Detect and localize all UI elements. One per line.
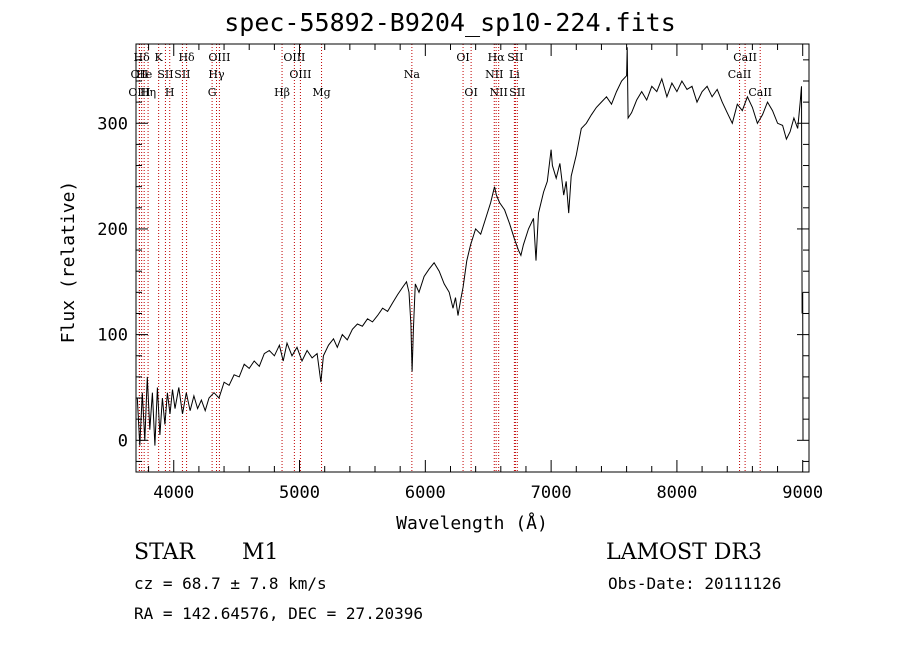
line-label-7: H	[165, 86, 175, 99]
line-label-24: Li	[509, 68, 520, 81]
line-label-14: OIII	[283, 51, 305, 64]
line-label-8: Hδ	[178, 51, 195, 64]
line-label-23: SII	[507, 51, 523, 64]
y-tick-label-0: 0	[118, 431, 128, 451]
axes: 4000 5000 6000 7000 8000 9000 0 100 200 300	[97, 44, 823, 503]
y-tick-label-1: 100	[97, 326, 128, 346]
line-label-28: CaII	[748, 86, 772, 99]
y-tick-label-2: 200	[97, 220, 128, 240]
line-label-3: He	[136, 68, 152, 81]
observation-date: Obs-Date: 20111126	[608, 574, 782, 593]
line-label-0: Hδ	[134, 51, 151, 64]
ra-dec: RA = 142.64576, DEC = 27.20396	[134, 604, 423, 623]
line-label-10: OIII	[208, 51, 230, 64]
survey-name: LAMOST DR3	[606, 540, 762, 565]
line-label-2: OIII	[128, 86, 150, 99]
x-tick-label-0: 4000	[153, 483, 194, 503]
line-label-1: OII	[131, 68, 149, 81]
x-tick-label-5: 9000	[782, 483, 823, 503]
line-label-16: Mg	[312, 86, 330, 99]
object-class: STAR	[134, 540, 195, 565]
object-subclass: M1	[242, 540, 279, 565]
x-tick-label-4: 8000	[656, 483, 697, 503]
line-label-12: G	[208, 86, 217, 99]
x-tick-label-2: 6000	[405, 483, 446, 503]
line-label-27: CaII	[728, 68, 752, 81]
plot-frame	[135, 43, 810, 473]
y-axis-label: Flux (relative)	[58, 181, 79, 344]
line-label-13: Hβ	[274, 86, 290, 99]
line-label-17: Na	[404, 68, 421, 81]
line-label-4: Hη	[140, 86, 156, 99]
line-label-20: Hα	[488, 51, 506, 64]
x-axis-label: Wavelength (Å)	[396, 512, 548, 534]
chart-title: spec-55892-B9204_sp10-224.fits	[224, 8, 676, 37]
redshift-cz: cz = 68.7 ± 7.8 km/s	[134, 574, 327, 593]
line-label-26: CaII	[733, 51, 757, 64]
line-label-21: NII	[485, 68, 503, 81]
line-label-22: NII	[490, 86, 508, 99]
x-tick-label-1: 5000	[279, 483, 320, 503]
line-label-18: OI	[456, 51, 469, 64]
line-label-19: OI	[464, 86, 477, 99]
line-label-15: OIII	[289, 68, 311, 81]
line-label-5: K	[155, 51, 164, 64]
line-label-6: SII	[157, 68, 173, 81]
emission-line-labels: Hδ OII OIII He Hη K SII H Hδ SII OIII Hγ G Hβ OIII OIII…	[128, 51, 772, 99]
line-label-9: SII	[174, 68, 190, 81]
y-tick-label-3: 300	[97, 114, 128, 134]
spectrum-series-line	[136, 47, 804, 446]
line-label-11: Hγ	[208, 68, 225, 81]
line-label-25: SII	[509, 86, 525, 99]
emission-line-markers	[138, 44, 761, 472]
x-tick-label-3: 7000	[531, 483, 572, 503]
